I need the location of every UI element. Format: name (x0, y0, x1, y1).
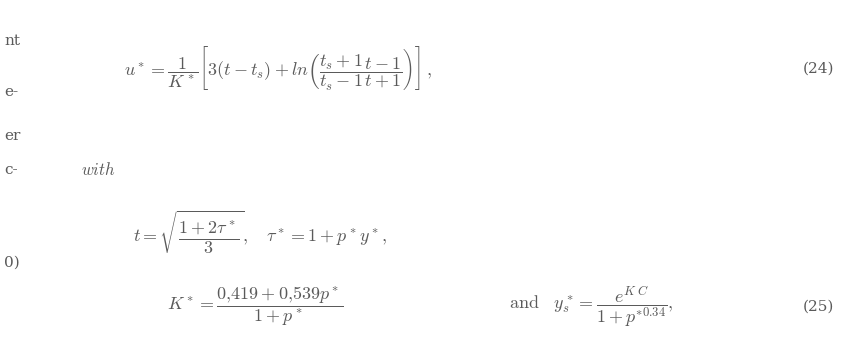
Text: $\mathit{with}$: $\mathit{with}$ (81, 162, 116, 179)
Text: nt: nt (4, 34, 21, 48)
Text: $u^* = \dfrac{1}{K^*}\left[3(t-t_s)+ln\left(\dfrac{t_s+1}{t_s-1}\dfrac{t-1}{t+1}: $u^* = \dfrac{1}{K^*}\left[3(t-t_s)+ln\l… (124, 44, 432, 92)
Text: c-: c- (4, 163, 18, 178)
Text: $t = \sqrt{\dfrac{1+2\tau^*}{3}},\quad \tau^* = 1 + p^*y^*,$: $t = \sqrt{\dfrac{1+2\tau^*}{3}},\quad \… (133, 208, 386, 256)
Text: $\mathrm{and}\quad y^*_s = \dfrac{e^{K\;C}}{1+p^{*0.34}},$: $\mathrm{and}\quad y^*_s = \dfrac{e^{K\;… (509, 284, 674, 329)
Text: e-: e- (4, 85, 19, 99)
Text: $K^* = \dfrac{0{,}419+0{,}539p^*}{1+p^*}$: $K^* = \dfrac{0{,}419+0{,}539p^*}{1+p^*}… (167, 285, 343, 328)
Text: (24): (24) (803, 61, 835, 75)
Text: (25): (25) (803, 300, 835, 314)
Text: 0): 0) (4, 255, 20, 270)
Text: er: er (4, 129, 21, 144)
